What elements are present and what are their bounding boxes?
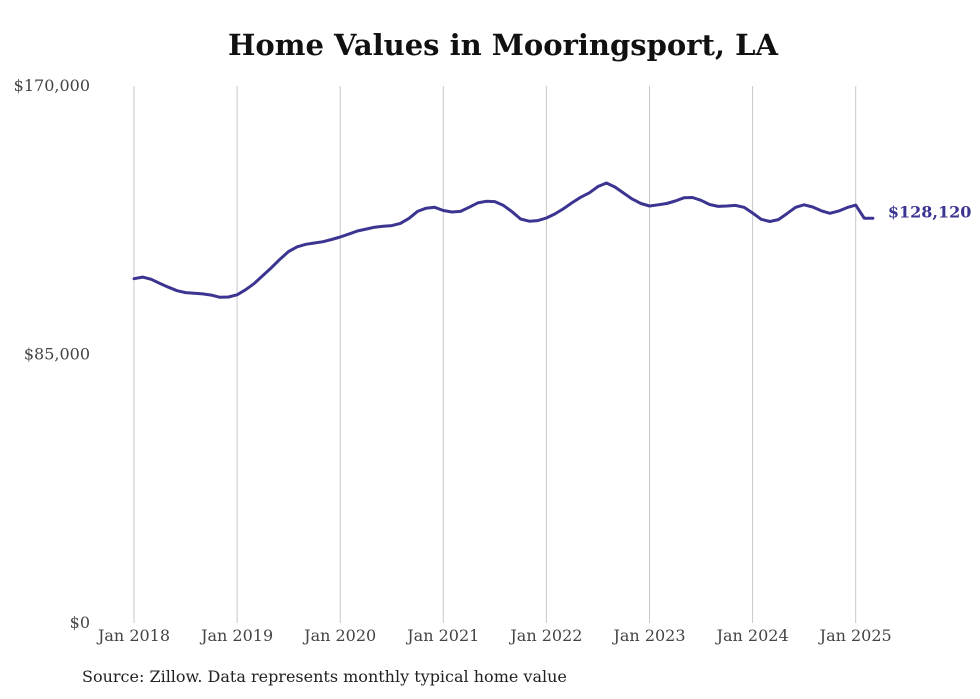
chart-title: Home Values in Mooringsport, LA <box>228 28 778 62</box>
vertical-gridlines <box>133 86 857 623</box>
source-note: Source: Zillow. Data represents monthly … <box>82 667 567 686</box>
y-tick-label: $170,000 <box>14 76 90 95</box>
x-tick-label: Jan 2025 <box>818 626 892 645</box>
x-axis-tick-labels: Jan 2018 Jan 2019 Jan 2020 Jan 2021 Jan 2022… <box>96 626 892 645</box>
x-tick-label: Jan 2021 <box>405 626 479 645</box>
y-tick-label: $0 <box>70 613 90 632</box>
series-line <box>132 181 875 299</box>
x-tick-label: Jan 2018 <box>96 626 170 645</box>
x-tick-label: Jan 2020 <box>302 626 376 645</box>
x-tick-label: Jan 2022 <box>508 626 582 645</box>
x-tick-label: Jan 2024 <box>715 626 789 645</box>
x-tick-label: Jan 2019 <box>199 626 273 645</box>
y-axis-tick-labels: $170,000 $85,000 $0 <box>14 76 90 632</box>
end-value-label: $128,120 <box>888 202 972 221</box>
y-tick-label: $85,000 <box>24 345 90 364</box>
x-tick-label: Jan 2023 <box>611 626 685 645</box>
